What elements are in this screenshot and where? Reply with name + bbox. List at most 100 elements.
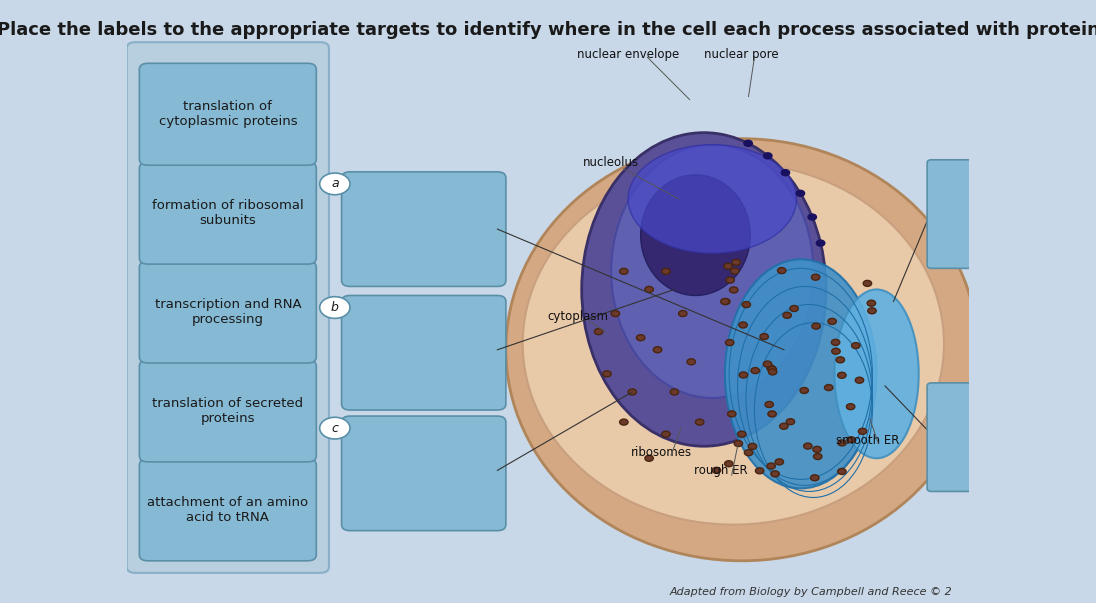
Text: translation of secreted
proteins: translation of secreted proteins xyxy=(152,397,304,425)
Circle shape xyxy=(724,461,733,467)
Circle shape xyxy=(803,443,812,449)
Circle shape xyxy=(731,268,739,274)
FancyBboxPatch shape xyxy=(127,42,329,573)
Circle shape xyxy=(837,440,846,446)
Circle shape xyxy=(734,441,743,447)
Circle shape xyxy=(732,259,741,265)
Text: a: a xyxy=(331,177,339,191)
Circle shape xyxy=(730,287,738,293)
Ellipse shape xyxy=(506,139,978,561)
Circle shape xyxy=(796,191,804,197)
Circle shape xyxy=(738,431,746,437)
Circle shape xyxy=(739,372,747,378)
Circle shape xyxy=(832,349,841,355)
Circle shape xyxy=(824,385,833,391)
Circle shape xyxy=(749,443,756,449)
Circle shape xyxy=(813,446,821,452)
Circle shape xyxy=(852,343,860,349)
FancyBboxPatch shape xyxy=(139,459,317,561)
FancyBboxPatch shape xyxy=(139,360,317,462)
FancyBboxPatch shape xyxy=(139,162,317,264)
FancyBboxPatch shape xyxy=(139,63,317,165)
Circle shape xyxy=(726,277,734,283)
Circle shape xyxy=(744,450,753,456)
Text: Adapted from Biology by Campbell and Reece © 2: Adapted from Biology by Campbell and Ree… xyxy=(670,587,952,597)
Circle shape xyxy=(812,323,820,329)
Circle shape xyxy=(837,372,846,378)
FancyBboxPatch shape xyxy=(342,295,506,410)
Circle shape xyxy=(712,467,721,473)
Circle shape xyxy=(628,389,637,395)
Circle shape xyxy=(678,311,687,317)
Circle shape xyxy=(767,463,775,469)
Circle shape xyxy=(811,475,819,481)
Circle shape xyxy=(760,333,768,339)
Circle shape xyxy=(811,274,820,280)
Circle shape xyxy=(619,268,628,274)
Ellipse shape xyxy=(523,163,944,525)
Circle shape xyxy=(847,437,855,443)
Circle shape xyxy=(836,357,845,363)
Text: ribosomes: ribosomes xyxy=(631,446,693,459)
Circle shape xyxy=(781,169,789,175)
Circle shape xyxy=(783,312,791,318)
Circle shape xyxy=(603,371,612,377)
Circle shape xyxy=(768,369,777,375)
Circle shape xyxy=(662,431,670,437)
Circle shape xyxy=(763,361,772,367)
Text: formation of ribosomal
subunits: formation of ribosomal subunits xyxy=(152,199,304,227)
Circle shape xyxy=(813,453,822,459)
Circle shape xyxy=(867,300,876,306)
Circle shape xyxy=(644,286,653,292)
Circle shape xyxy=(728,411,737,417)
Circle shape xyxy=(786,418,795,425)
Circle shape xyxy=(723,263,732,269)
Circle shape xyxy=(768,366,776,372)
Circle shape xyxy=(637,335,644,341)
Circle shape xyxy=(687,359,696,365)
FancyBboxPatch shape xyxy=(342,416,506,531)
Text: nuclear pore: nuclear pore xyxy=(705,48,779,61)
Circle shape xyxy=(764,153,772,159)
Ellipse shape xyxy=(612,145,813,398)
FancyBboxPatch shape xyxy=(342,172,506,286)
Circle shape xyxy=(751,368,760,374)
FancyBboxPatch shape xyxy=(927,383,973,491)
Circle shape xyxy=(739,322,747,328)
Text: smooth ER: smooth ER xyxy=(836,434,900,447)
Ellipse shape xyxy=(628,145,797,253)
Circle shape xyxy=(653,347,662,353)
Circle shape xyxy=(721,298,729,305)
Circle shape xyxy=(619,419,628,425)
Circle shape xyxy=(837,469,846,475)
Ellipse shape xyxy=(582,133,826,446)
Circle shape xyxy=(755,468,764,474)
Circle shape xyxy=(864,280,871,286)
Circle shape xyxy=(644,455,653,461)
Circle shape xyxy=(696,419,704,425)
Ellipse shape xyxy=(641,175,750,295)
Circle shape xyxy=(858,428,867,434)
Circle shape xyxy=(612,311,619,317)
Text: nuclear envelope: nuclear envelope xyxy=(576,48,680,61)
Circle shape xyxy=(744,140,752,147)
Circle shape xyxy=(779,423,788,429)
Circle shape xyxy=(827,318,836,324)
Circle shape xyxy=(817,240,825,246)
Circle shape xyxy=(846,403,855,409)
Circle shape xyxy=(721,298,730,305)
Text: attachment of an amino
acid to tRNA: attachment of an amino acid to tRNA xyxy=(147,496,308,524)
Text: translation of
cytoplasmic proteins: translation of cytoplasmic proteins xyxy=(159,100,297,128)
Circle shape xyxy=(777,268,786,274)
Circle shape xyxy=(770,471,779,477)
Circle shape xyxy=(320,173,350,195)
Text: Place the labels to the appropriate targets to identify where in the cell each p: Place the labels to the appropriate targ… xyxy=(0,21,1096,39)
Text: nucleolus: nucleolus xyxy=(583,156,639,169)
FancyBboxPatch shape xyxy=(139,261,317,363)
Circle shape xyxy=(320,417,350,439)
Circle shape xyxy=(832,339,840,346)
Text: b: b xyxy=(331,301,339,314)
Circle shape xyxy=(768,411,776,417)
Ellipse shape xyxy=(834,289,918,458)
Text: transcription and RNA
processing: transcription and RNA processing xyxy=(155,298,301,326)
